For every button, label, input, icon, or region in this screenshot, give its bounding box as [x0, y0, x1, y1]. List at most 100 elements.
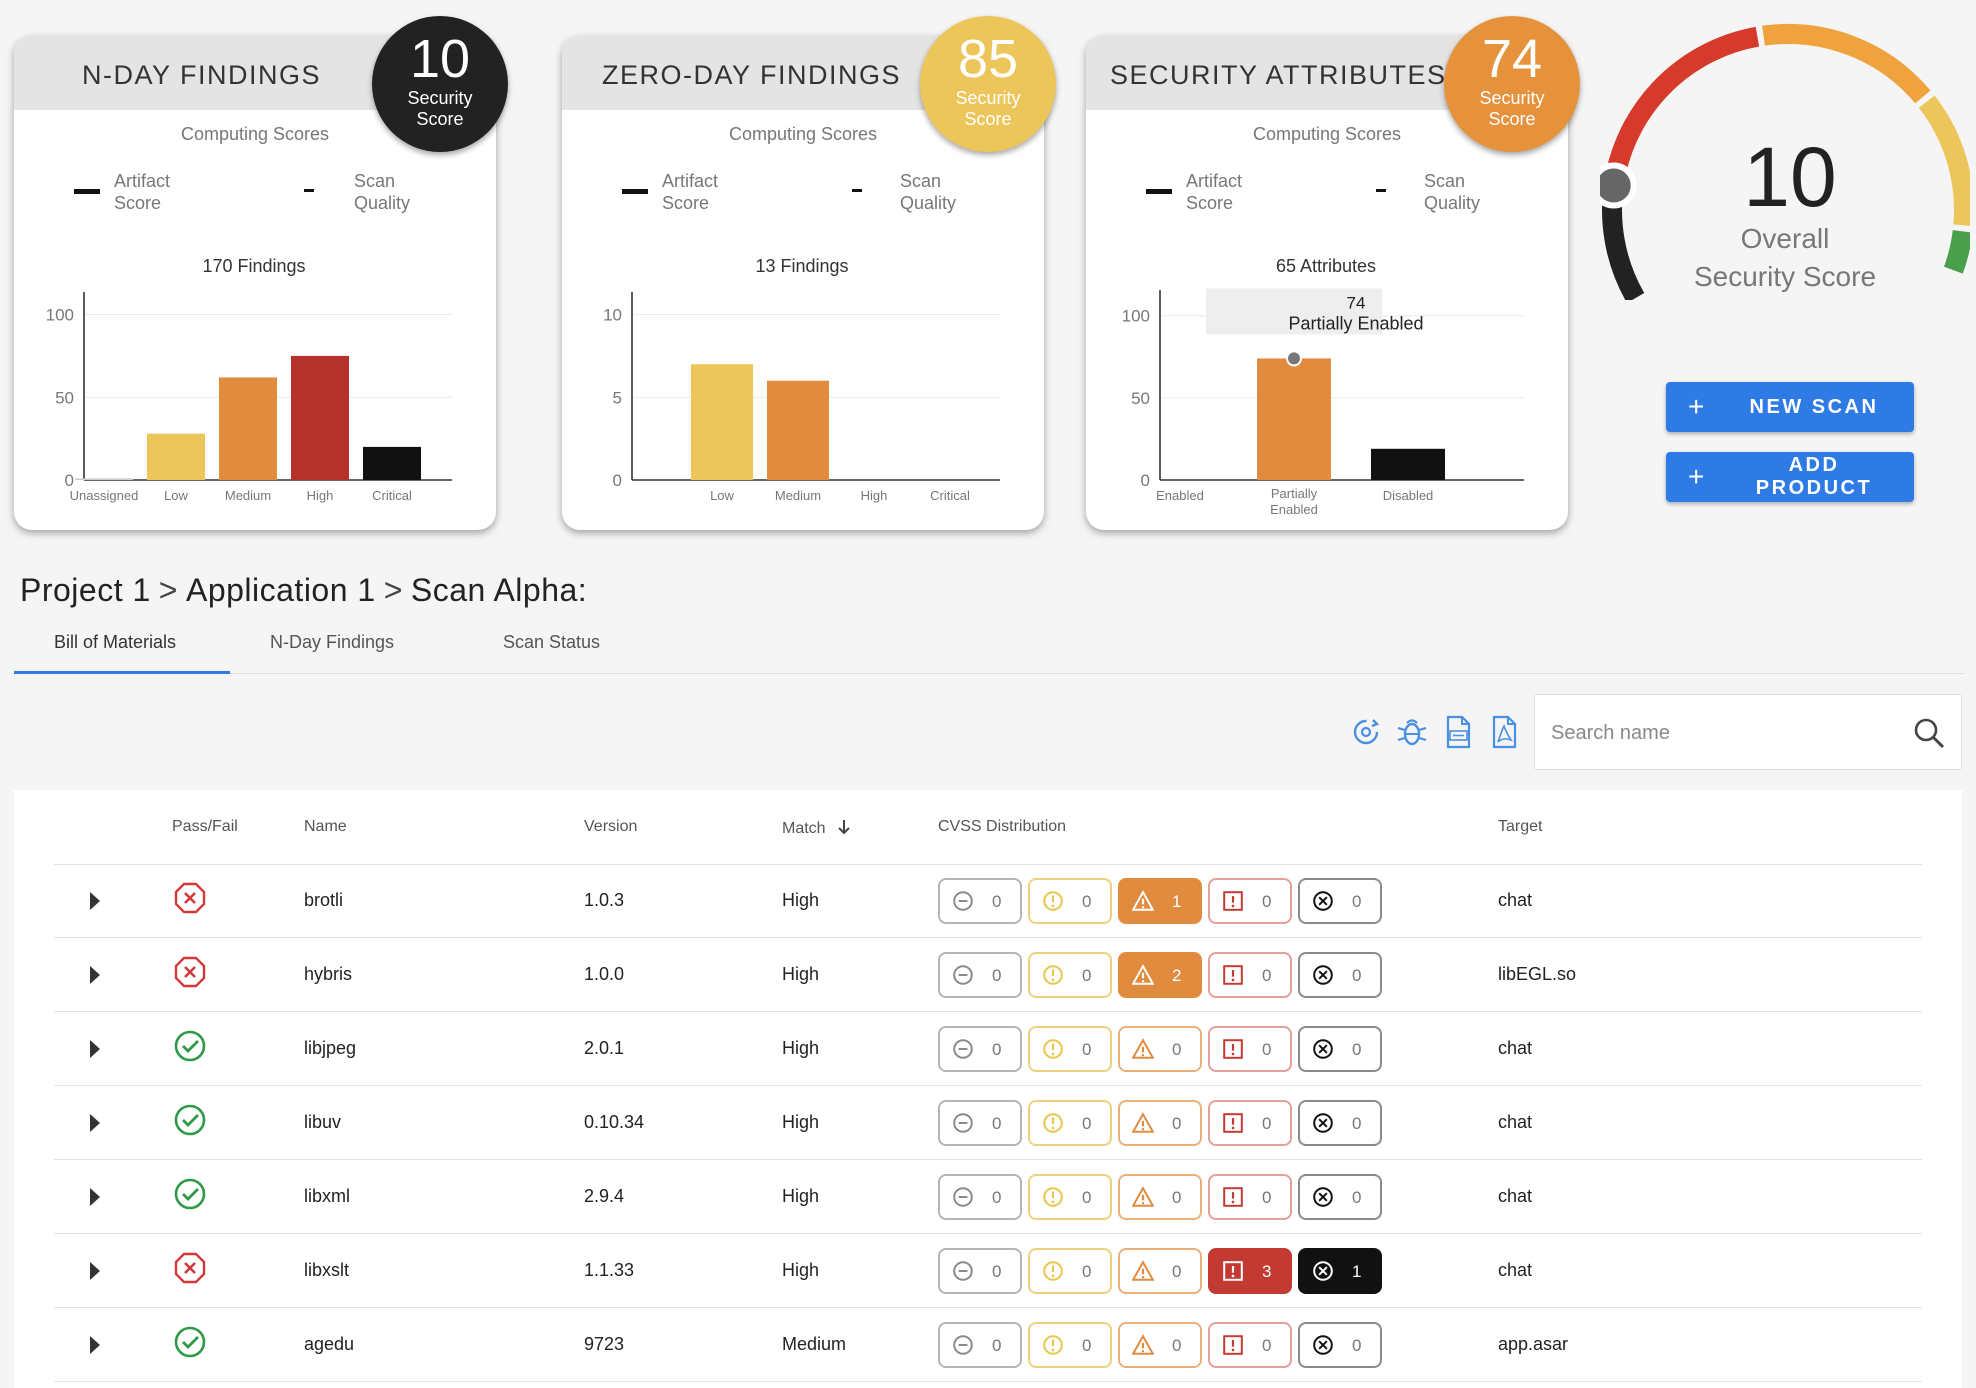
expand-row-caret-icon[interactable] [90, 1262, 100, 1280]
table-row[interactable]: brotli 1.0.3 High chat 0 0 1 0 0 [14, 864, 1962, 938]
severity-high-icon [1223, 1187, 1243, 1207]
tab-bill-of-materials[interactable]: Bill of Materials [54, 632, 177, 652]
score-label: Security [1479, 88, 1545, 108]
table-row[interactable]: libuv 0.10.34 High chat 0 0 0 0 0 [14, 1086, 1962, 1160]
cvss-low-chip: 0 [1028, 1322, 1112, 1368]
new-scan-label: NEW SCAN [1749, 395, 1879, 418]
expand-row-caret-icon[interactable] [90, 892, 100, 910]
cvss-low-chip: 0 [1028, 1248, 1112, 1294]
score-value: 10 [409, 29, 471, 89]
artifact-score-swatch [74, 189, 100, 194]
legend-scan-quality: Scan Quality [1424, 171, 1481, 213]
table-row[interactable]: libxslt 1.1.33 High chat 0 0 0 3 1 [14, 1234, 1962, 1308]
bar[interactable] [1371, 448, 1445, 480]
expand-row-caret-icon[interactable] [90, 1040, 100, 1058]
zero-day-security-score-badge: 85 Security Score [920, 16, 1056, 152]
table-row[interactable]: libxml 2.9.4 High chat 0 0 0 0 0 [14, 1160, 1962, 1234]
computing-scores-label: Computing Scores [728, 124, 878, 144]
x-tick-label: Medium [225, 488, 271, 503]
severity-critical-icon [1313, 891, 1333, 911]
severity-count: 0 [1352, 1040, 1362, 1059]
breadcrumb-application[interactable]: Application 1 [185, 572, 376, 608]
y-tick-label: 0 [65, 471, 74, 490]
new-scan-button[interactable]: + NEW SCAN [1666, 382, 1914, 432]
header-divider [54, 864, 1922, 865]
bar[interactable] [219, 377, 277, 480]
gauge-segment-red [1606, 26, 1760, 176]
severity-low-icon [1043, 1335, 1063, 1355]
breadcrumb-scan: Scan Alpha: [410, 572, 588, 608]
score-label: Security [955, 88, 1021, 108]
bar[interactable] [363, 446, 421, 480]
component-match: High [782, 890, 820, 910]
table-row[interactable]: hybris 1.0.0 High libEGL.so 0 0 2 0 0 [14, 938, 1962, 1012]
severity-medium-icon [1132, 1334, 1154, 1355]
component-version: 1.0.0 [584, 964, 625, 984]
severity-count: 0 [1352, 1336, 1362, 1355]
header-match[interactable]: Match [782, 818, 852, 838]
y-tick-label: 5 [613, 388, 622, 407]
cvss-low-chip: 0 [1028, 952, 1112, 998]
bill-of-materials-table: Pass/Fail Name Version Match CVSS Distri… [14, 790, 1962, 1388]
search-icon[interactable] [1911, 715, 1947, 751]
severity-count: 0 [1352, 966, 1362, 985]
severity-count: 0 [1262, 1336, 1272, 1355]
add-product-button[interactable]: + ADD PRODUCT [1666, 452, 1914, 502]
expand-row-caret-icon[interactable] [90, 1114, 100, 1132]
severity-critical-icon [1313, 965, 1333, 985]
severity-count: 0 [992, 1336, 1002, 1355]
component-match: High [782, 1186, 820, 1206]
row-divider [54, 1233, 1922, 1234]
header-version[interactable]: Version [584, 818, 638, 835]
component-match: High [782, 1112, 820, 1132]
severity-low-icon [1043, 1113, 1063, 1133]
expand-row-caret-icon[interactable] [90, 1188, 100, 1206]
y-tick-label: 0 [1141, 471, 1150, 490]
chart-title: 65 Attributes [1276, 256, 1376, 276]
pdf-file-icon[interactable] [1486, 714, 1522, 750]
severity-medium-icon [1132, 1038, 1154, 1059]
breadcrumb-project[interactable]: Project 1 [20, 572, 151, 608]
y-tick-label: 50 [55, 388, 74, 407]
cvss-none-chip: 0 [938, 1174, 1022, 1220]
bar[interactable] [691, 364, 753, 480]
card-title: ZERO-DAY FINDINGS [602, 60, 902, 90]
header-name[interactable]: Name [304, 818, 347, 835]
plus-icon: + [1688, 461, 1707, 492]
overall-security-score-gauge: 10 Overall Security Score [1600, 24, 1970, 300]
fail-x-icon [172, 1250, 208, 1291]
bar[interactable] [291, 355, 349, 480]
legend-artifact-score: Artifact Score [662, 171, 719, 213]
bar[interactable] [1257, 358, 1331, 480]
bar[interactable] [75, 478, 133, 480]
severity-none-icon [953, 1261, 973, 1281]
severity-count: 0 [1172, 1040, 1182, 1059]
expand-row-caret-icon[interactable] [90, 1336, 100, 1354]
scan-quality-swatch [304, 189, 314, 192]
overall-score-label-1: Overall [1741, 223, 1830, 254]
severity-none-icon [953, 1113, 973, 1133]
tab-scan-status[interactable]: Scan Status [503, 632, 601, 652]
bug-icon[interactable] [1394, 714, 1430, 750]
y-tick-label: 10 [603, 306, 622, 325]
component-version: 1.0.3 [584, 890, 625, 910]
severity-low-icon [1043, 1187, 1063, 1207]
bar[interactable] [767, 380, 829, 480]
csv-file-icon[interactable] [1440, 714, 1476, 750]
header-match-label: Match [782, 820, 826, 837]
tab-n-day-findings[interactable]: N-Day Findings [270, 632, 395, 652]
expand-row-caret-icon[interactable] [90, 966, 100, 984]
pass-check-icon [172, 1102, 208, 1143]
component-version: 9723 [584, 1334, 625, 1354]
bar[interactable] [147, 433, 205, 480]
refresh-scan-icon[interactable] [1348, 714, 1384, 750]
search-input[interactable] [1551, 717, 1891, 749]
header-target[interactable]: Target [1498, 818, 1543, 835]
cvss-high-chip: 0 [1208, 878, 1292, 924]
component-name: agedu [304, 1334, 355, 1354]
header-pass-fail[interactable]: Pass/Fail [172, 818, 238, 835]
table-row[interactable]: libjpeg 2.0.1 High chat 0 0 0 0 0 [14, 1012, 1962, 1086]
x-tick-label: Partially [1271, 486, 1318, 501]
table-row[interactable]: agedu 9723 Medium app.asar 0 0 0 0 0 [14, 1308, 1962, 1382]
component-target: chat [1498, 890, 1533, 910]
